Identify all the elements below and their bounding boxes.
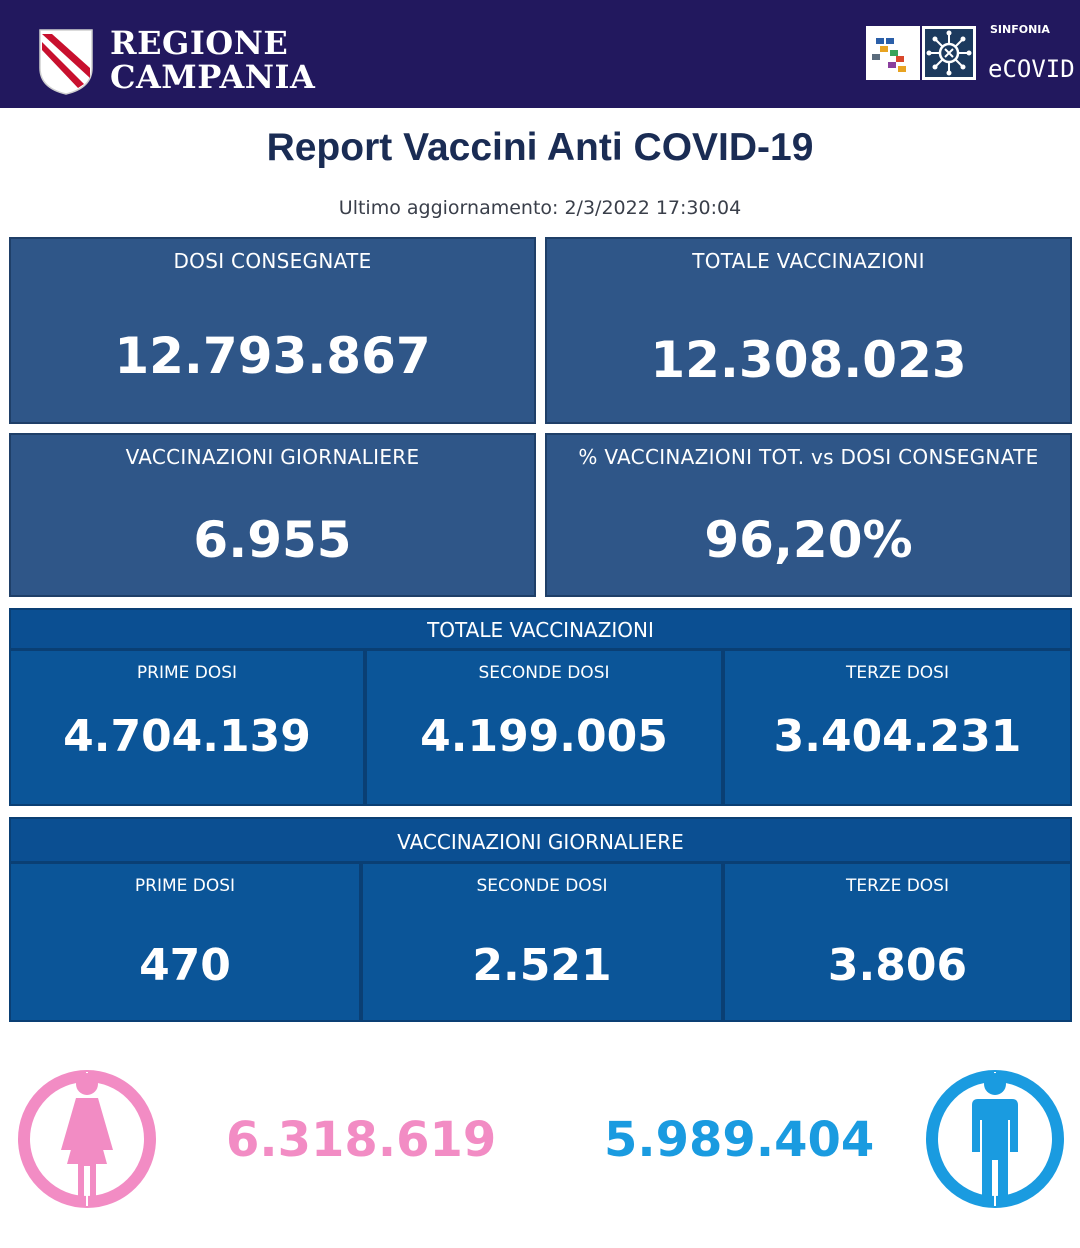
sinfonia-label: SINFONIA — [990, 23, 1050, 36]
card-value: 12.308.023 — [650, 331, 967, 389]
card-label: TOTALE VACCINAZIONI — [692, 249, 925, 273]
male-icon — [926, 1070, 1064, 1208]
cell-value: 2.521 — [472, 940, 612, 991]
cell-totale-terze-dosi: TERZE DOSI 3.404.231 — [723, 649, 1072, 806]
card-value: 12.793.867 — [114, 327, 431, 385]
brand-line-2: CAMPANIA — [110, 58, 316, 96]
cell-label: PRIME DOSI — [136, 663, 238, 683]
female-count: 6.318.619 — [226, 1112, 497, 1168]
section-title-giornaliere: VACCINAZIONI GIORNALIERE — [9, 817, 1072, 863]
cell-giornaliere-terze-dosi: TERZE DOSI 3.806 — [723, 862, 1072, 1022]
cell-label: SECONDE DOSI — [478, 663, 610, 683]
cell-value: 4.199.005 — [420, 711, 668, 762]
cell-giornaliere-prime-dosi: PRIME DOSI 470 — [9, 862, 361, 1022]
brand-line-1: REGIONE — [110, 24, 289, 62]
cell-value: 3.404.231 — [773, 711, 1022, 762]
cell-value: 3.806 — [827, 940, 968, 991]
page-title: Report Vaccini Anti COVID-19 — [266, 126, 814, 169]
cell-totale-prime-dosi: PRIME DOSI 4.704.139 — [9, 649, 365, 806]
cell-label: TERZE DOSI — [845, 663, 949, 683]
cell-label: PRIME DOSI — [134, 876, 236, 896]
female-icon — [18, 1070, 156, 1208]
virus-logo-icon — [922, 26, 976, 80]
cell-label: TERZE DOSI — [845, 876, 949, 896]
card-label: VACCINAZIONI GIORNALIERE — [125, 445, 420, 469]
card-value: 6.955 — [193, 511, 352, 569]
card-percentuale: % VACCINAZIONI TOT. vs DOSI CONSEGNATE 9… — [545, 433, 1072, 597]
card-label: % VACCINAZIONI TOT. vs DOSI CONSEGNATE — [578, 445, 1039, 469]
region-brand: REGIONE CAMPANIA — [110, 26, 315, 94]
section-title-totale: TOTALE VACCINAZIONI — [9, 608, 1072, 650]
cell-totale-seconde-dosi: SECONDE DOSI 4.199.005 — [365, 649, 723, 806]
header-bar: REGIONE CAMPANIA — [0, 0, 1080, 108]
sinfonia-logo-icon — [866, 26, 920, 80]
ecovid-label: eCOVID — [988, 55, 1075, 83]
card-label: DOSI CONSEGNATE — [173, 249, 372, 273]
cell-label: SECONDE DOSI — [476, 876, 608, 896]
card-dosi-consegnate: DOSI CONSEGNATE 12.793.867 — [9, 237, 536, 424]
region-crest-icon — [39, 29, 93, 95]
last-update: Ultimo aggiornamento: 2/3/2022 17:30:04 — [338, 197, 742, 219]
card-totale-vaccinazioni: TOTALE VACCINAZIONI 12.308.023 — [545, 237, 1072, 424]
male-count: 5.989.404 — [604, 1112, 875, 1168]
card-vaccinazioni-giornaliere: VACCINAZIONI GIORNALIERE 6.955 — [9, 433, 536, 597]
cell-value: 4.704.139 — [63, 711, 311, 762]
cell-giornaliere-seconde-dosi: SECONDE DOSI 2.521 — [361, 862, 723, 1022]
card-value: 96,20% — [704, 511, 913, 569]
cell-value: 470 — [139, 940, 231, 991]
